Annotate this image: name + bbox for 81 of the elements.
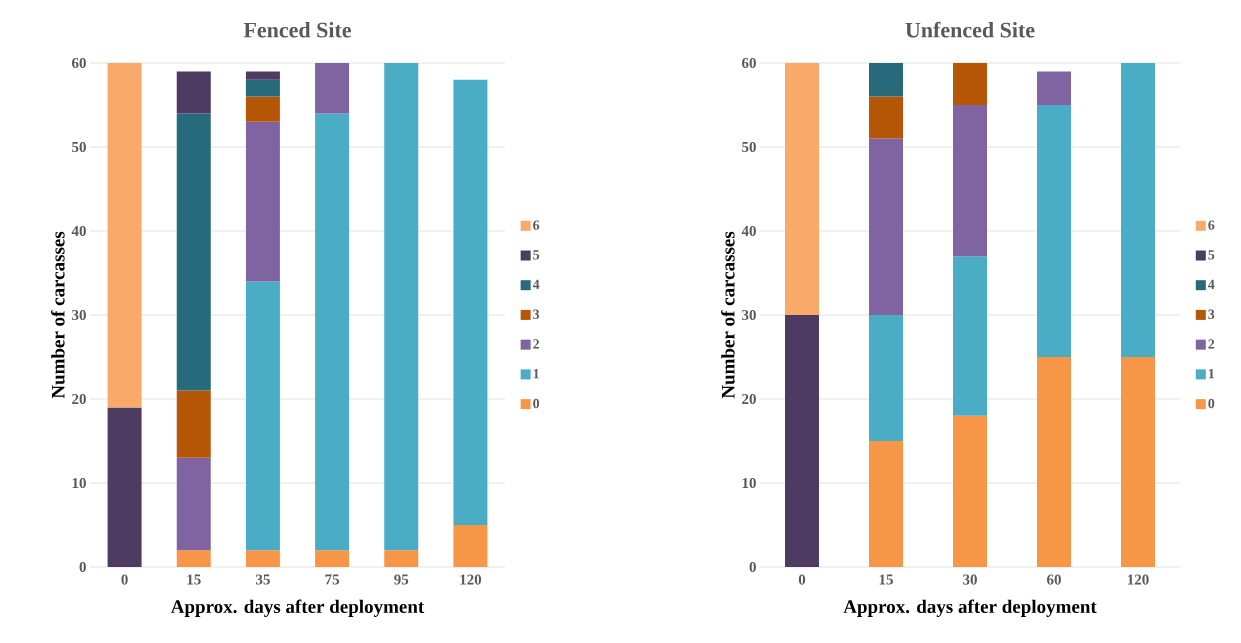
x-tick-label: 15: [879, 574, 893, 585]
legend-label: 2: [533, 339, 540, 349]
y-tick-label: 20: [742, 393, 756, 405]
bar: [245, 71, 280, 80]
x-axis-title: Approx. days after deployment: [843, 599, 1097, 617]
y-tick-label: 60: [742, 57, 756, 69]
bar: [953, 415, 988, 567]
legend-label: 4: [532, 279, 540, 290]
bar: [453, 79, 488, 525]
bar: [1121, 63, 1156, 357]
y-tick-label: 20: [72, 393, 86, 405]
y-tick-label: 0: [749, 561, 756, 573]
y-tick-label: 10: [742, 477, 756, 489]
bar: [384, 63, 419, 551]
legend-label: 2: [1208, 339, 1215, 349]
bar: [953, 63, 988, 105]
bar: [245, 121, 280, 282]
bar: [869, 96, 904, 139]
legend-label: 0: [1208, 398, 1215, 409]
bar: [245, 281, 280, 551]
bar: [869, 138, 904, 315]
bar: [953, 105, 988, 257]
bar: [315, 113, 350, 551]
bar: [453, 525, 488, 567]
bar: [384, 550, 419, 567]
bar: [1121, 357, 1156, 567]
bar: [107, 407, 142, 567]
bar: [785, 315, 820, 567]
bar: [1037, 105, 1072, 357]
chart-title: Unfenced Site: [905, 21, 1035, 38]
y-tick-label: 50: [742, 141, 756, 153]
legend-label: 3: [1208, 309, 1215, 319]
legend-label: 1: [1208, 369, 1215, 379]
legend-label: 3: [533, 309, 540, 319]
legend-label: 5: [1208, 250, 1215, 260]
x-tick-label: 75: [325, 574, 340, 585]
y-tick-label: 50: [72, 141, 86, 153]
y-tick-label: 40: [71, 225, 86, 237]
bar: [869, 63, 904, 97]
bar: [1037, 357, 1072, 567]
y-tick-label: 30: [742, 309, 756, 321]
bar: [245, 96, 280, 122]
y-axis-title: Number of carcasses: [721, 231, 735, 399]
y-tick-label: 60: [72, 57, 86, 69]
legend-label: 0: [533, 398, 540, 409]
y-axis-title: Number of carcasses: [51, 231, 65, 399]
legend-label: 4: [1207, 279, 1215, 290]
bar: [245, 550, 280, 567]
y-tick-label: 30: [72, 309, 86, 321]
bar: [176, 71, 211, 114]
bar: [315, 63, 350, 114]
x-tick-label: 0: [798, 574, 806, 585]
x-tick-label: 120: [460, 574, 482, 585]
x-axis-title: Approx. days after deployment: [170, 599, 425, 617]
bar: [176, 550, 211, 567]
bar: [107, 63, 142, 408]
bar: [785, 63, 820, 315]
legend-label: 6: [533, 220, 540, 230]
bar: [245, 79, 280, 97]
x-tick-label: 120: [1127, 574, 1149, 585]
y-tick-label: 40: [741, 225, 756, 237]
x-tick-label: 0: [121, 574, 128, 585]
legend-label: 1: [533, 369, 539, 379]
x-tick-label: 15: [187, 574, 201, 585]
bar: [176, 113, 211, 391]
bar: [869, 315, 904, 441]
bar: [953, 256, 988, 416]
x-tick-label: 30: [963, 574, 977, 585]
bar: [176, 457, 211, 551]
y-tick-label: 0: [79, 561, 86, 573]
bar: [315, 550, 350, 567]
legend-label: 5: [533, 250, 540, 260]
chart-title: Fenced Site: [243, 22, 352, 38]
x-tick-label: 95: [394, 574, 409, 585]
x-tick-label: 60: [1047, 574, 1061, 585]
legend-label: 6: [1208, 220, 1215, 230]
bar: [176, 390, 211, 458]
bar: [1037, 71, 1072, 105]
x-tick-label: 35: [255, 574, 270, 585]
bar: [869, 441, 904, 567]
y-tick-label: 10: [72, 477, 86, 489]
